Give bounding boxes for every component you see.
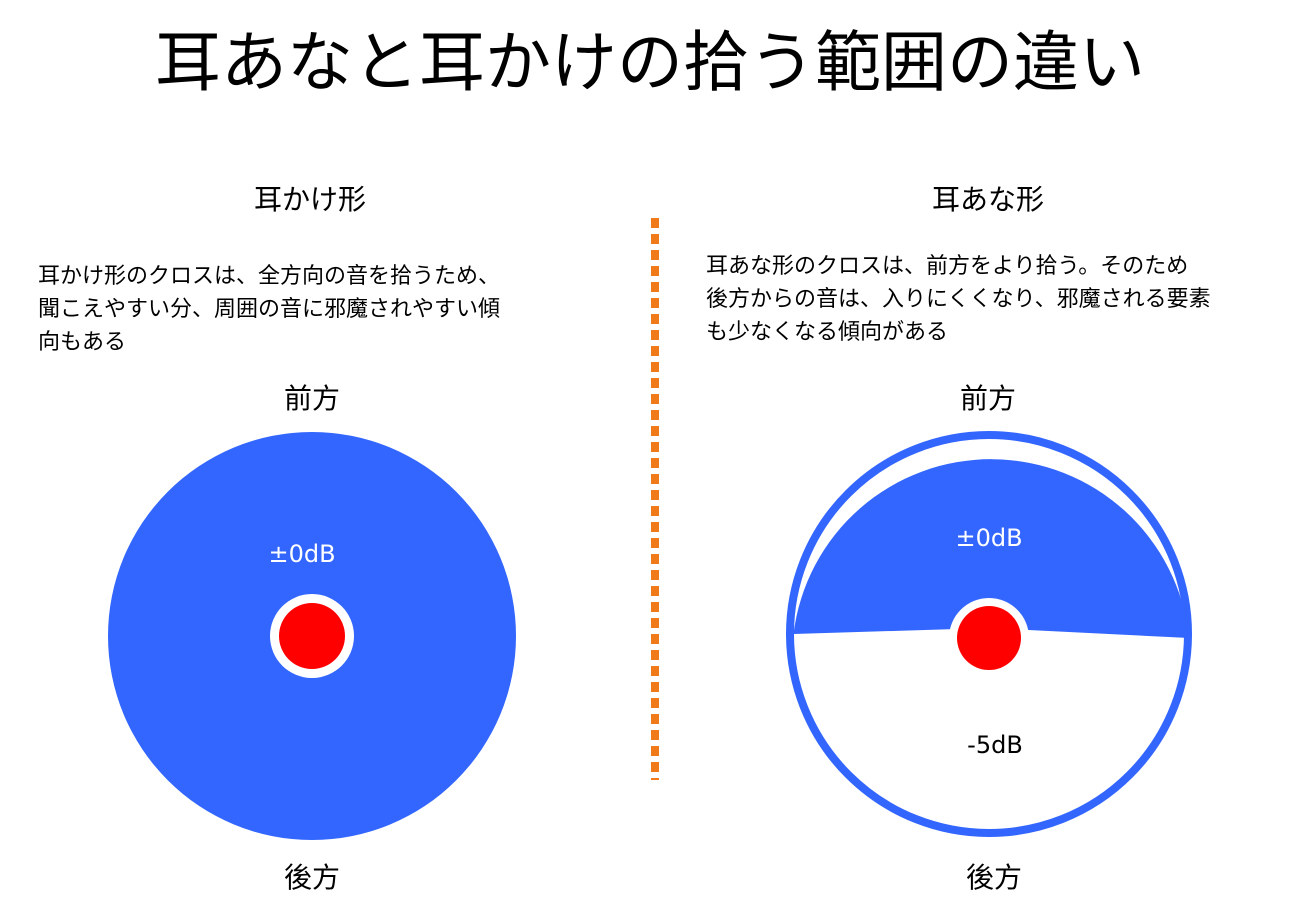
right-front-level-label: ±0dB — [955, 524, 1022, 552]
left-description-line: 聞こえやすい分、周囲の音に邪魔されやすい傾 — [38, 297, 501, 322]
right-panel-description: 耳あな形のクロスは、前方をより拾う。そのため 後方からの音は、入りにくくなり、邪… — [706, 250, 1296, 349]
right-back-level-label: -5dB — [967, 731, 1023, 759]
right-description-line: 後方からの音は、入りにくくなり、邪魔される要素 — [706, 287, 1211, 312]
panel-divider — [651, 218, 659, 780]
page-title: 耳あなと耳かけの拾う範囲の違い — [155, 24, 1145, 101]
left-front-level-label: ±0dB — [268, 540, 335, 568]
left-pickup-diagram: ±0dB — [108, 432, 516, 840]
right-description-line: 耳あな形のクロスは、前方をより拾う。そのため — [706, 254, 1189, 279]
right-pickup-diagram: ±0dB -5dB — [786, 431, 1192, 837]
microphone-dot — [957, 606, 1021, 670]
right-panel-heading: 耳あな形 — [931, 183, 1044, 216]
right-back-label: 後方 — [965, 861, 1022, 894]
left-panel-description: 耳かけ形のクロスは、全方向の音を拾うため、 聞こえやすい分、周囲の音に邪魔されや… — [38, 260, 618, 359]
right-front-label: 前方 — [959, 382, 1016, 415]
left-panel-heading: 耳かけ形 — [253, 183, 366, 216]
right-description-line: も少なくなる傾向がある — [706, 320, 949, 345]
left-description-line: 耳かけ形のクロスは、全方向の音を拾うため、 — [38, 264, 501, 289]
left-description-line: 向もある — [38, 330, 127, 355]
front-pickup-area — [793, 459, 1189, 638]
left-front-label: 前方 — [283, 382, 340, 415]
microphone-dot — [279, 603, 345, 669]
left-back-label: 後方 — [283, 861, 340, 894]
